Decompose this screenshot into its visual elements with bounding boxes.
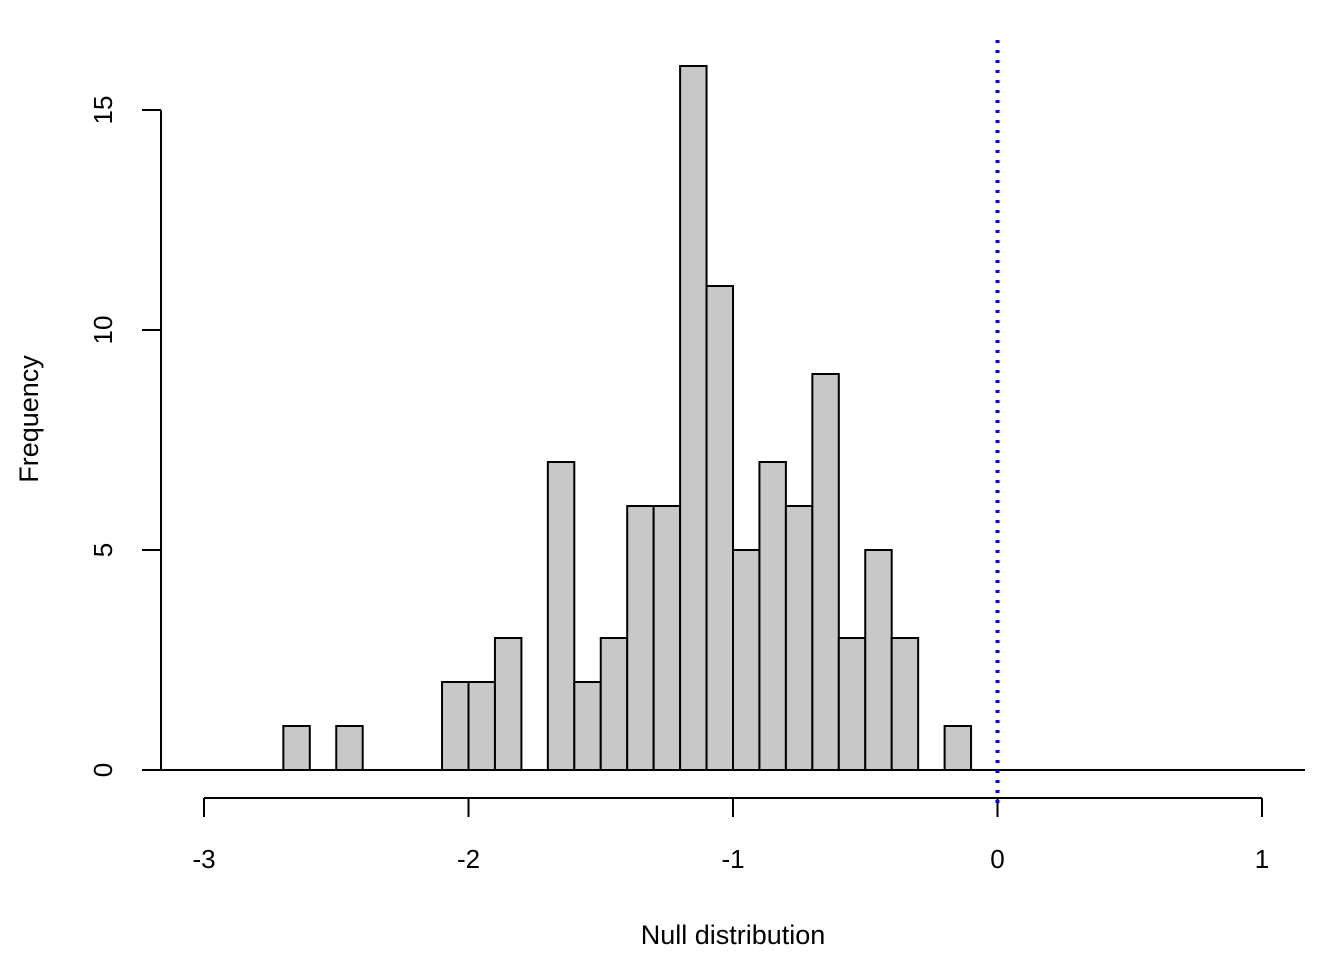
x-tick-label: -3 [192,844,215,874]
histogram-bar [732,549,761,771]
histogram-bar [599,637,629,771]
histogram-bar [652,505,682,771]
x-tick-label: -1 [721,844,744,874]
histogram-bar [890,637,920,771]
histogram-bars [282,65,973,771]
histogram-bar [811,373,840,771]
y-tick-label: 5 [88,543,118,557]
histogram-bar [335,725,364,771]
histogram-bar [441,681,470,771]
histogram-bar [546,461,576,771]
histogram-bar [626,505,655,771]
histogram-bar [837,637,867,771]
histogram-bar [784,505,814,771]
histogram-bar [705,285,734,771]
histogram-bar [864,549,893,771]
x-axis-title: Null distribution [641,920,826,950]
histogram-bar [282,725,311,771]
y-axis: 0 5 10 15 [88,96,162,777]
histogram-bar [943,725,973,771]
y-tick-label: 10 [88,316,118,345]
histogram-bar [679,65,708,771]
x-tick-label: 0 [990,844,1004,874]
histogram-bar [573,681,602,771]
y-tick-label: 15 [88,96,118,125]
x-tick-label: -2 [457,844,480,874]
x-axis: -3 -2 -1 0 1 [192,797,1269,874]
histogram-bar [467,681,496,771]
histogram-bar [758,461,787,771]
histogram-bar [493,637,523,771]
y-tick-label: 0 [88,763,118,777]
y-axis-title: Frequency [14,355,44,483]
x-tick-label: 1 [1255,844,1269,874]
